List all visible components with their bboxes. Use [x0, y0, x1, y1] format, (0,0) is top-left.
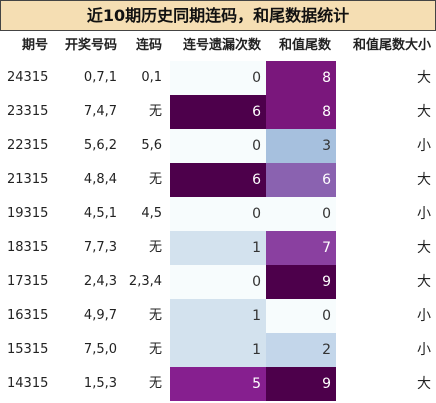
miss-count-cell: 5: [170, 367, 266, 401]
issue-cell: 22315: [7, 138, 49, 153]
size-cell: 大: [417, 70, 431, 86]
table-row: 15315 7,5,0 无 1 2 小: [0, 333, 436, 367]
miss-count-cell: 6: [170, 95, 266, 129]
table-row: 24315 0,7,1 0,1 0 8 大: [0, 61, 436, 95]
numbers-cell: 7,4,7: [83, 104, 117, 119]
size-cell: 大: [417, 376, 431, 392]
miss-count-cell: 1: [170, 299, 266, 333]
consecutive-cell: 无: [148, 342, 162, 357]
issue-cell: 14315: [7, 376, 49, 391]
header-sum-tail: 和值尾数: [278, 38, 331, 53]
issue-cell: 16315: [7, 308, 49, 323]
sum-tail-cell: 0: [266, 197, 336, 231]
table-title: 近10期历史同期连码，和尾数据统计: [0, 0, 436, 31]
consecutive-cell: 4,5: [141, 206, 162, 221]
sum-tail-cell: 9: [266, 367, 336, 401]
miss-count-cell: 1: [170, 333, 266, 367]
issue-cell: 23315: [7, 104, 49, 119]
consecutive-cell: 无: [148, 308, 162, 323]
issue-cell: 21315: [7, 172, 49, 187]
consecutive-cell: 无: [148, 104, 162, 119]
size-cell: 小: [417, 342, 431, 358]
sum-tail-cell: 0: [266, 299, 336, 333]
table-row: 23315 7,4,7 无 6 8 大: [0, 95, 436, 129]
table-row: 17315 2,4,3 2,3,4 0 9 大: [0, 265, 436, 299]
sum-tail-cell: 8: [266, 95, 336, 129]
miss-count-cell: 0: [170, 129, 266, 163]
size-cell: 大: [417, 240, 431, 256]
miss-count-cell: 0: [170, 61, 266, 95]
stats-table: 期号 开奖号码 连码 连号遗漏次数 和值尾数 和值尾数大小 24315 0,7,1…: [0, 31, 436, 401]
consecutive-cell: 5,6: [141, 138, 162, 153]
size-cell: 小: [417, 308, 431, 324]
table-body: 24315 0,7,1 0,1 0 8 大 23315 7,4,7 无 6 8 大 22315 5,6,2…: [0, 61, 436, 401]
numbers-cell: 0,7,1: [83, 70, 117, 85]
header-consecutive: 连码: [135, 38, 162, 53]
table-row: 19315 4,5,1 4,5 0 0 小: [0, 197, 436, 231]
sum-tail-cell: 9: [266, 265, 336, 299]
issue-cell: 15315: [7, 342, 49, 357]
numbers-cell: 4,8,4: [83, 172, 117, 187]
consecutive-cell: 无: [148, 376, 162, 391]
sum-tail-cell: 8: [266, 61, 336, 95]
table-row: 16315 4,9,7 无 1 0 小: [0, 299, 436, 333]
sum-tail-cell: 7: [266, 231, 336, 265]
size-cell: 大: [417, 172, 431, 188]
sum-tail-cell: 6: [266, 163, 336, 197]
header-numbers: 开奖号码: [64, 38, 117, 53]
header-miss-count: 连号遗漏次数: [182, 38, 261, 53]
sum-tail-cell: 3: [266, 129, 336, 163]
miss-count-cell: 1: [170, 231, 266, 265]
size-cell: 大: [417, 104, 431, 120]
numbers-cell: 4,9,7: [83, 308, 117, 323]
size-cell: 小: [417, 206, 431, 222]
consecutive-cell: 2,3,4: [128, 274, 162, 289]
table-row: 21315 4,8,4 无 6 6 大: [0, 163, 436, 197]
table-row: 18315 7,7,3 无 1 7 大: [0, 231, 436, 265]
issue-cell: 19315: [7, 206, 49, 221]
numbers-cell: 7,5,0: [83, 342, 117, 357]
header-issue: 期号: [21, 38, 48, 53]
numbers-cell: 4,5,1: [83, 206, 117, 221]
header-sum-tail-size: 和值尾数大小: [352, 38, 431, 53]
numbers-cell: 7,7,3: [83, 240, 117, 255]
table-row: 22315 5,6,2 5,6 0 3 小: [0, 129, 436, 163]
miss-count-cell: 6: [170, 163, 266, 197]
issue-cell: 24315: [7, 70, 49, 85]
size-cell: 大: [417, 274, 431, 290]
consecutive-cell: 0,1: [141, 70, 162, 85]
table-header-row: 期号 开奖号码 连码 连号遗漏次数 和值尾数 和值尾数大小: [0, 31, 436, 61]
miss-count-cell: 0: [170, 265, 266, 299]
numbers-cell: 5,6,2: [83, 138, 117, 153]
size-cell: 小: [417, 138, 431, 154]
numbers-cell: 2,4,3: [83, 274, 117, 289]
miss-count-cell: 0: [170, 197, 266, 231]
consecutive-cell: 无: [148, 172, 162, 187]
issue-cell: 18315: [7, 240, 49, 255]
sum-tail-cell: 2: [266, 333, 336, 367]
consecutive-cell: 无: [148, 240, 162, 255]
numbers-cell: 1,5,3: [83, 376, 117, 391]
table-row: 14315 1,5,3 无 5 9 大: [0, 367, 436, 401]
issue-cell: 17315: [7, 274, 49, 289]
